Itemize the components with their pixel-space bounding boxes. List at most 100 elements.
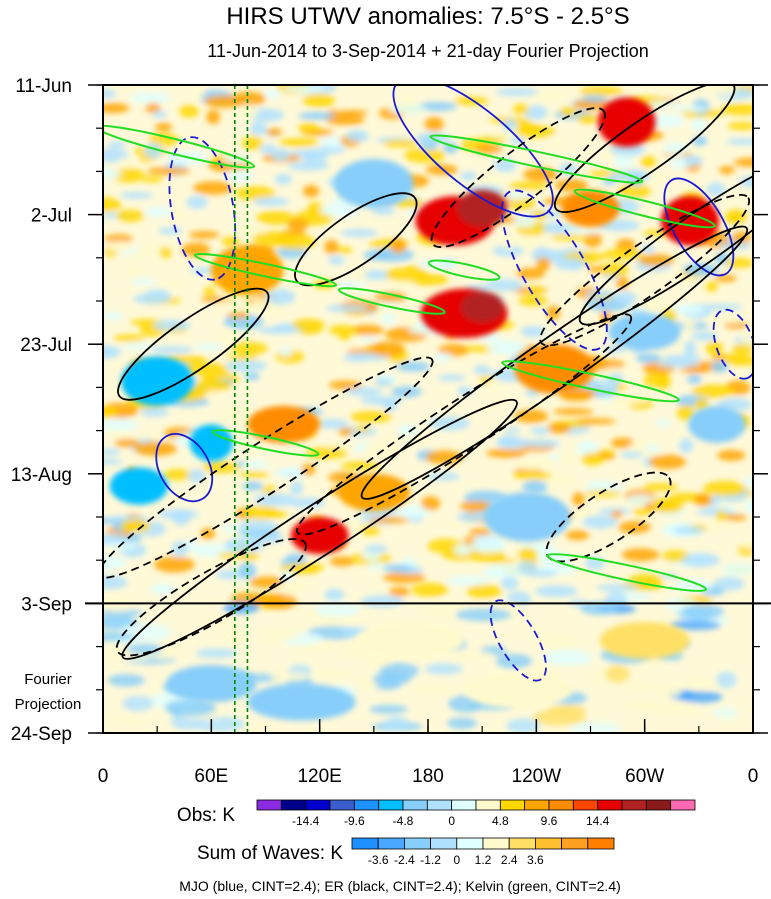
anomaly-cell xyxy=(683,319,696,330)
y-tick-label: 13-Aug xyxy=(11,465,72,486)
anomaly-cell xyxy=(433,352,452,362)
er-contour xyxy=(103,356,434,579)
anomaly-cell xyxy=(337,109,369,116)
anomaly-blob xyxy=(688,405,746,443)
anomaly-cell xyxy=(717,449,746,461)
anomaly-cell xyxy=(416,260,456,269)
anomaly-cell xyxy=(454,544,473,556)
anomaly-cell xyxy=(559,390,593,402)
anomaly-cell xyxy=(582,515,618,529)
anomaly-cell xyxy=(153,556,195,573)
anomaly-cell xyxy=(574,131,595,142)
anomaly-cell xyxy=(655,85,699,94)
anomaly-cell xyxy=(400,315,421,327)
anomaly-cell xyxy=(159,246,172,259)
anomaly-cell xyxy=(514,409,549,424)
anomaly-blob xyxy=(456,189,508,227)
anomaly-cell xyxy=(343,353,369,362)
anomaly-cell xyxy=(424,116,444,132)
y-tick-label: 23-Jul xyxy=(20,335,72,356)
anomaly-cell xyxy=(111,542,137,550)
anomaly-cell xyxy=(475,144,503,154)
anomaly-cell xyxy=(103,555,127,571)
anomaly-blob xyxy=(599,621,690,659)
anomaly-cell xyxy=(375,291,408,303)
anomaly-cell xyxy=(705,520,733,529)
y-tick-label: 2-Jul xyxy=(31,206,72,227)
anomaly-cell xyxy=(711,85,737,96)
colorbar-tick-label: -2.4 xyxy=(394,853,415,867)
er-contour xyxy=(578,153,753,326)
anomaly-cell xyxy=(546,422,571,434)
x-tick-label: 60E xyxy=(194,766,228,787)
anomaly-cell xyxy=(459,500,493,512)
er-contour xyxy=(430,107,606,248)
anomaly-cell xyxy=(133,293,171,305)
y-tick-label: 24-Sep xyxy=(11,724,72,745)
anomaly-cell xyxy=(485,279,524,292)
anomaly-cell xyxy=(669,304,705,315)
projection-cell xyxy=(715,671,738,689)
projection-cell xyxy=(683,678,719,689)
anomaly-cell xyxy=(266,128,283,137)
er-contour xyxy=(294,192,418,287)
anomaly-cell xyxy=(252,231,294,247)
anomaly-cell xyxy=(261,593,298,609)
anomaly-cell xyxy=(691,117,706,133)
anomaly-cell xyxy=(479,175,508,187)
anomaly-cell xyxy=(242,135,263,151)
anomaly-cell xyxy=(579,86,624,97)
anomaly-cell xyxy=(715,510,728,522)
waves-colorbar: -3.6 -2.4 -1.2 0 1.2 2.4 3.6 xyxy=(351,837,615,867)
anomaly-blob xyxy=(334,159,414,209)
colorbar-swatch xyxy=(621,799,647,811)
anomaly-cell xyxy=(723,513,747,521)
anomaly-cell xyxy=(513,471,553,480)
anomaly-cell xyxy=(103,345,122,358)
anomaly-cell xyxy=(335,246,353,254)
anomaly-cell xyxy=(523,167,558,182)
anomaly-cell xyxy=(114,438,140,448)
anomaly-cell xyxy=(354,266,367,283)
anomaly-cell xyxy=(435,521,471,528)
anomaly-cell xyxy=(457,511,485,523)
projection-cell xyxy=(270,671,309,683)
colorbar-swatch xyxy=(451,799,477,811)
anomaly-cell xyxy=(220,524,242,532)
colorbar-swatch xyxy=(353,799,380,811)
anomaly-cell xyxy=(621,548,660,562)
anomaly-cell xyxy=(118,157,136,167)
anomaly-cell xyxy=(122,342,154,350)
anomaly-cell xyxy=(206,109,221,125)
anomaly-cell xyxy=(239,471,269,478)
anomaly-cell xyxy=(514,214,536,228)
colorbar-tick-label: 9.6 xyxy=(541,814,558,828)
waves-colorbar-label: Sum of Waves: K xyxy=(197,843,343,864)
anomaly-cell xyxy=(204,95,245,108)
anomaly-cell xyxy=(725,257,753,269)
colorbar-swatch xyxy=(402,799,428,811)
anomaly-cell xyxy=(265,88,281,99)
anomaly-cell xyxy=(350,411,392,423)
anomaly-cell xyxy=(581,452,604,466)
anomaly-cell xyxy=(470,537,506,553)
colorbar-swatch xyxy=(535,837,563,850)
anomaly-cell xyxy=(719,165,735,175)
projection-cell xyxy=(103,632,135,642)
colorbar-tick-label: 14.4 xyxy=(586,814,610,828)
anomaly-cell xyxy=(473,365,491,375)
projection-cell xyxy=(652,701,699,718)
mjo-contours xyxy=(155,85,753,682)
anomaly-cell xyxy=(508,181,548,190)
colorbar-tick-label: -9.6 xyxy=(344,814,365,828)
anomaly-cell xyxy=(515,122,541,134)
obs-colorbar-label: Obs: K xyxy=(177,805,235,826)
anomaly-cell xyxy=(565,530,590,541)
anomaly-cell xyxy=(390,238,407,254)
anomaly-cell xyxy=(377,374,398,382)
anomaly-cell xyxy=(486,378,504,394)
mjo-contour xyxy=(663,177,735,277)
anomaly-cell xyxy=(681,553,720,568)
anomaly-cell xyxy=(742,477,753,485)
projection-cell xyxy=(506,718,541,733)
